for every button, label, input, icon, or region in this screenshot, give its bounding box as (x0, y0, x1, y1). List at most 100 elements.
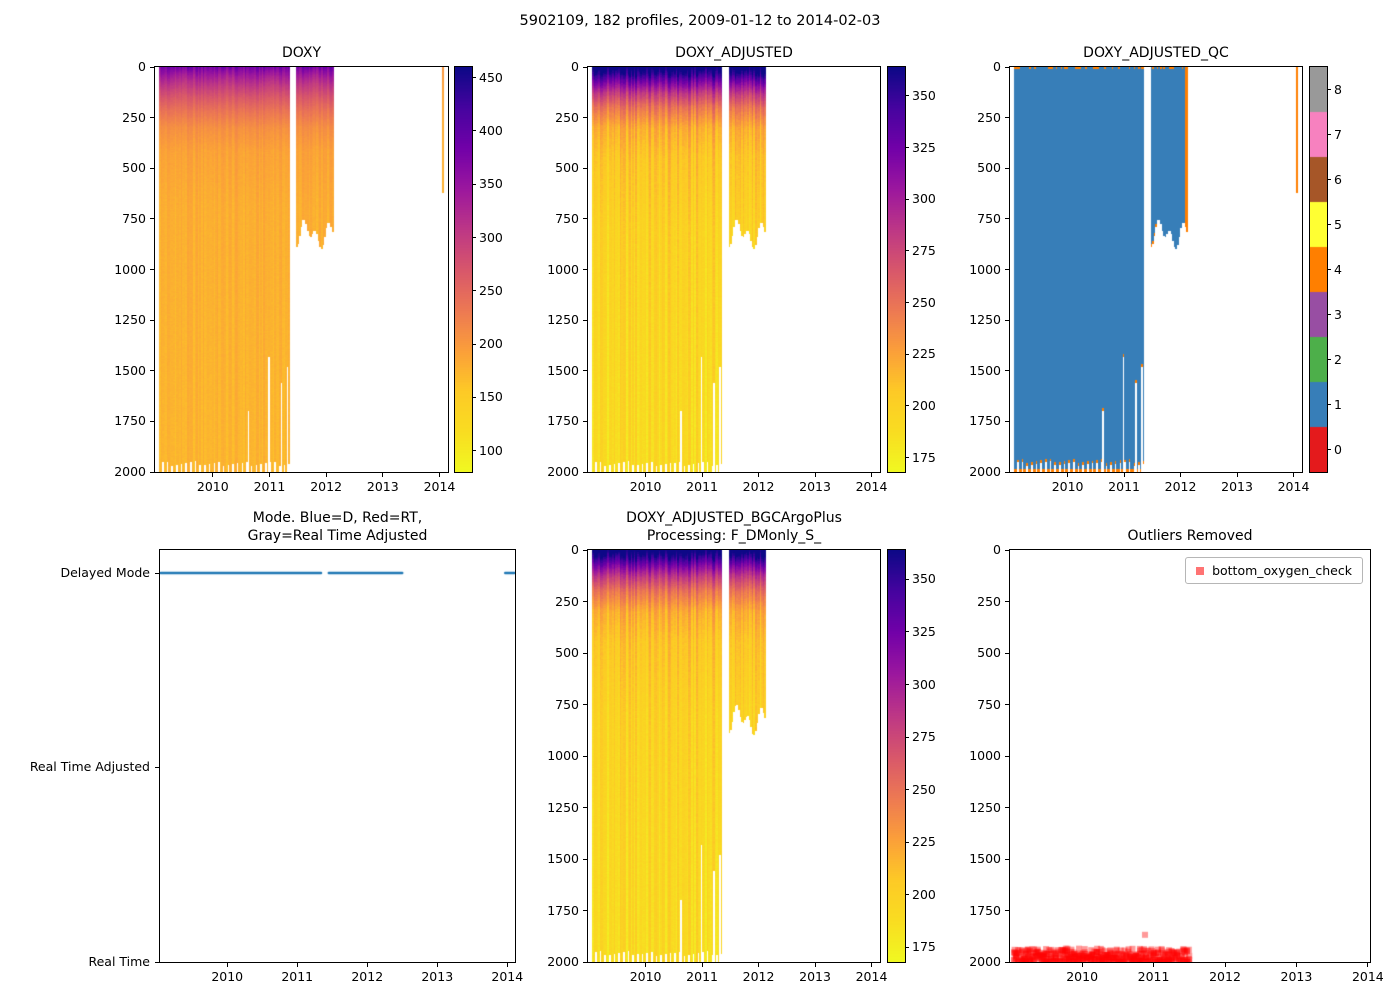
colorbar-tick (905, 302, 909, 304)
x-tick-label: 2013 (421, 969, 454, 984)
colorbar-tick-label: 250 (912, 294, 936, 310)
y-tick-label: 1250 (969, 799, 1001, 815)
x-tick (506, 963, 508, 967)
doxy-colorbar-frame (454, 66, 473, 473)
doxy_adjusted_qc-plot-canvas (1010, 67, 1302, 472)
y-tick (583, 807, 587, 808)
colorbar-tick-label: 350 (479, 176, 503, 192)
y-tick (1005, 704, 1009, 705)
doxy_adjusted-plot-canvas (588, 67, 880, 472)
x-tick-label: 2014 (423, 479, 456, 494)
y-tick-label: 0 (138, 59, 146, 74)
x-tick-label: 2011 (686, 969, 718, 984)
x-tick-label: 2012 (310, 479, 343, 494)
y-tick (155, 766, 159, 768)
colorbar-tick (472, 450, 476, 452)
y-tick-label: 250 (122, 109, 146, 125)
y-tick-label: 0 (571, 59, 579, 74)
mode-plot-canvas (160, 550, 515, 962)
x-tick-label: 2013 (799, 479, 831, 494)
y-tick (583, 370, 587, 372)
y-tick-label: 2000 (114, 464, 146, 479)
colorbar-tick-label: 0 (1334, 441, 1342, 457)
x-tick (814, 473, 816, 477)
y-tick (1005, 961, 1009, 963)
y-tick (155, 572, 159, 574)
y-tick-label: 1250 (114, 312, 146, 328)
x-tick (296, 963, 298, 967)
y-tick-label: 250 (555, 109, 579, 125)
y-tick-label: Real Time Adjusted (29, 759, 150, 775)
y-tick (583, 601, 587, 602)
y-tick-label: 750 (122, 210, 146, 226)
y-tick (1005, 601, 1009, 602)
colorbar-tick (905, 457, 909, 459)
x-tick-label: 2010 (629, 479, 662, 494)
x-tick-label: 2012 (1164, 479, 1197, 494)
colorbar-tick-label: 1 (1334, 396, 1342, 412)
x-tick-label: 2010 (1066, 969, 1099, 984)
colorbar-tick-label: 150 (479, 389, 503, 405)
doxy_adjusted-colorbar-frame (887, 66, 906, 473)
colorbar-tick-label: 450 (479, 69, 503, 85)
y-tick (1005, 117, 1009, 119)
colorbar-tick-label: 300 (912, 676, 936, 692)
colorbar-tick (472, 343, 476, 345)
y-tick (583, 66, 587, 68)
x-tick (1236, 473, 1238, 477)
colorbar-tick (1327, 404, 1331, 405)
y-tick-label: 1250 (547, 799, 579, 815)
y-tick-label: 500 (555, 160, 579, 176)
y-tick-label: Delayed Mode (60, 565, 150, 581)
colorbar-tick (905, 894, 909, 896)
x-tick-label: 2013 (1221, 479, 1253, 494)
colorbar-tick-label: 325 (912, 139, 936, 155)
colorbar-tick-label: 225 (912, 834, 936, 850)
outliers-plot-canvas (1010, 550, 1370, 962)
x-tick (814, 963, 816, 967)
y-tick (150, 117, 154, 119)
x-tick (1367, 963, 1369, 967)
y-tick (150, 66, 154, 68)
x-tick (1153, 963, 1155, 967)
doxy_adjusted_bgc-title: DOXY_ADJUSTED_BGCArgoPlus (626, 510, 842, 526)
x-tick-label: 2014 (855, 479, 888, 494)
y-tick-label: 1250 (969, 312, 1001, 328)
doxy_adjusted_bgc-colorbar (888, 550, 905, 962)
colorbar-tick (905, 353, 909, 355)
colorbar-tick-label: 325 (912, 623, 936, 639)
doxy_adjusted-title: DOXY_ADJUSTED (675, 45, 793, 61)
x-tick-label: 2012 (351, 969, 384, 984)
x-tick (871, 473, 873, 477)
doxy_adjusted_bgc-title: Processing: F_DMonly_S_ (646, 528, 822, 544)
y-tick (1005, 167, 1009, 169)
y-tick (1005, 319, 1009, 321)
x-tick (226, 963, 228, 967)
x-tick (382, 473, 384, 477)
x-tick-label: 2011 (1108, 479, 1140, 494)
x-tick-label: 2012 (1209, 969, 1241, 984)
y-tick (583, 961, 587, 963)
x-tick (701, 963, 703, 967)
doxy_adjusted_bgc-plot-canvas (588, 550, 880, 962)
doxy-plot-canvas (155, 67, 448, 472)
y-tick-label: 500 (977, 645, 1001, 660)
colorbar-tick (1327, 89, 1331, 90)
x-tick (758, 963, 760, 967)
y-tick-label: 1500 (969, 851, 1001, 866)
x-tick-label: 2010 (629, 969, 662, 984)
x-tick-label: 2011 (281, 969, 314, 984)
y-tick-label: 2000 (969, 954, 1001, 969)
figure-suptitle: 5902109, 182 profiles, 2009-01-12 to 201… (519, 13, 881, 29)
y-tick (150, 167, 154, 169)
y-tick (583, 755, 587, 757)
colorbar-tick (905, 198, 909, 200)
y-tick (583, 218, 587, 220)
y-tick-label: 1500 (547, 851, 579, 866)
colorbar-tick (1327, 449, 1331, 450)
y-tick-label: Real Time (88, 954, 150, 969)
x-tick (701, 473, 703, 477)
x-tick-label: 2013 (1280, 969, 1313, 984)
y-tick (583, 704, 587, 705)
